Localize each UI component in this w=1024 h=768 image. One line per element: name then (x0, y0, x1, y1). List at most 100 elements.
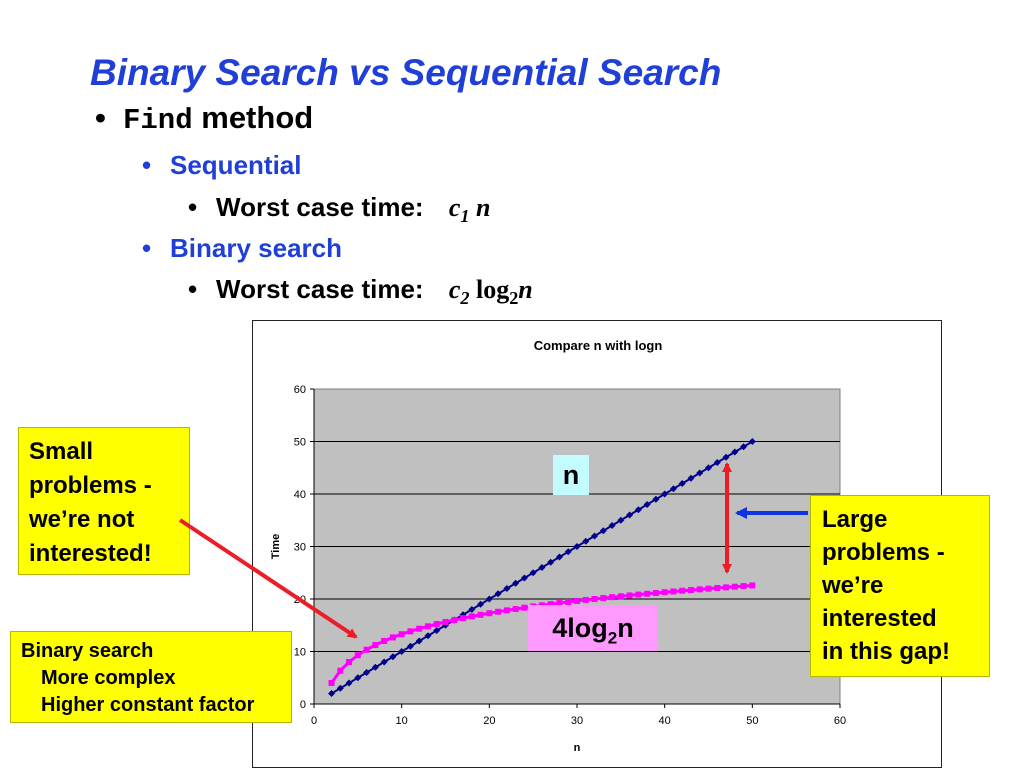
data-point (529, 569, 537, 577)
data-point (363, 646, 370, 653)
data-point (337, 667, 344, 674)
data-point (485, 595, 493, 603)
callout-line: interested (822, 605, 937, 632)
data-point (722, 453, 730, 461)
data-point (565, 598, 572, 605)
y-tick-label: 10 (294, 647, 306, 659)
data-point (723, 584, 730, 591)
data-point (442, 618, 449, 625)
data-point (477, 600, 485, 608)
bullet-dot: • (188, 274, 198, 304)
data-point (451, 617, 458, 623)
data-point (328, 680, 335, 686)
data-point (372, 642, 379, 649)
data-point (503, 585, 511, 592)
x-tick-label: 50 (746, 715, 758, 727)
data-point (521, 604, 528, 611)
data-point (574, 597, 580, 604)
data-point (696, 586, 703, 593)
data-point (652, 495, 660, 503)
data-point (538, 564, 546, 571)
data-point (687, 474, 695, 482)
data-point (354, 652, 361, 659)
data-point (582, 537, 590, 545)
chart-title: Compare n with logn (534, 338, 663, 353)
data-point (486, 610, 493, 617)
data-point (608, 522, 616, 529)
data-point (731, 448, 739, 456)
x-axis-label: n (574, 742, 581, 754)
callout-binary-search: Binary search More complex Higher consta… (10, 631, 292, 723)
bullet-find-method: • Find method (95, 100, 313, 137)
callout-line: problems - (822, 539, 945, 566)
data-point (731, 583, 738, 590)
data-point (363, 669, 371, 676)
data-point (433, 627, 441, 634)
data-point (599, 527, 607, 535)
bullet-dot: • (95, 100, 106, 135)
worst-case-label: Worst case time: (216, 192, 424, 222)
data-point (749, 582, 756, 589)
data-point (424, 632, 432, 640)
data-point (573, 543, 581, 550)
y-tick-label: 0 (300, 699, 306, 711)
data-point (687, 587, 694, 594)
data-point (345, 679, 353, 687)
data-point (556, 600, 563, 607)
x-tick-label: 10 (396, 715, 408, 727)
data-point (669, 485, 677, 493)
data-point (661, 490, 669, 498)
callout-line: Small (29, 438, 94, 465)
data-point (670, 588, 677, 595)
data-point (661, 589, 668, 596)
n-series-tag: n (553, 455, 589, 495)
method-text: method (201, 100, 314, 135)
callout-line: Large (822, 506, 888, 533)
data-point (468, 613, 475, 620)
data-point (547, 558, 555, 566)
callout-line: we’re (822, 572, 884, 599)
data-point (713, 459, 721, 466)
data-point (740, 443, 748, 451)
data-point (644, 590, 651, 597)
callout-large-problems: Large problems - we’re interested in thi… (810, 495, 990, 677)
data-point (740, 583, 747, 590)
data-point (407, 628, 414, 635)
data-point (398, 631, 405, 638)
data-point (635, 591, 642, 598)
bullet-dot: • (142, 233, 152, 263)
x-tick-label: 0 (311, 715, 317, 727)
data-point (705, 464, 712, 472)
callout-line: problems - (29, 472, 152, 499)
data-point (477, 611, 484, 618)
data-point (354, 674, 362, 682)
x-tick-label: 60 (834, 715, 846, 727)
data-point (494, 590, 502, 598)
bullet-dot: • (142, 150, 152, 180)
data-point (398, 648, 406, 655)
callout-small-problems: Small problems - we’re not interested! (18, 427, 190, 575)
data-point (495, 608, 502, 615)
data-point (617, 593, 624, 600)
data-point (617, 516, 625, 524)
x-tick-label: 20 (483, 715, 495, 727)
data-point (591, 596, 598, 602)
data-point (380, 658, 388, 666)
data-point (678, 480, 686, 487)
data-point (512, 579, 520, 587)
data-point (520, 574, 528, 582)
data-point (512, 606, 519, 613)
data-point (336, 684, 344, 692)
data-point (460, 615, 467, 622)
data-point (609, 594, 616, 601)
y-tick-label: 30 (294, 542, 306, 554)
callout-title: Binary search (21, 640, 154, 662)
data-point (415, 637, 423, 645)
callout-line: we’re not (29, 506, 135, 533)
data-point (346, 659, 353, 665)
data-point (555, 553, 563, 561)
data-point (371, 663, 379, 671)
data-point (626, 592, 633, 599)
data-point (600, 595, 607, 602)
bullet-binary-worst: • Worst case time: c2 log2n (188, 274, 533, 309)
